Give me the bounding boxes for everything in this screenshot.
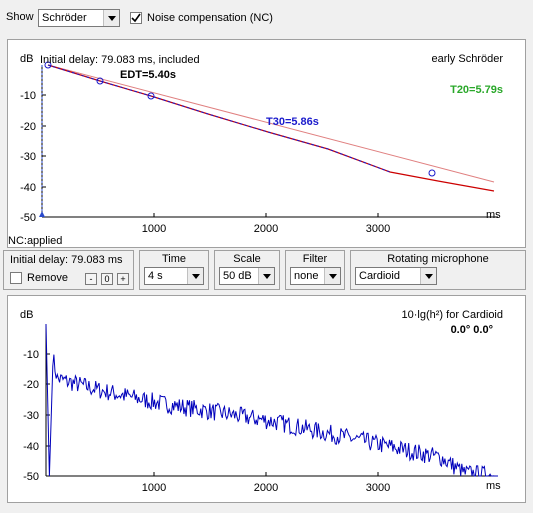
chevron-down-icon [324,268,340,284]
y-tick-40: -40 [23,441,39,453]
x-tick-2000: 2000 [254,223,278,235]
scale-select-value: 50 dB [223,270,252,282]
chevron-down-icon [187,268,203,284]
filter-select-value: none [294,270,319,282]
y-tick-30: -30 [23,410,39,422]
schroeder-chart-panel: dB ms -10 -20 -30 -40 -50 1000 2000 3000… [7,39,526,248]
decay-curve-blue [47,64,391,173]
impulse-response-panel: dB ms -10 -20 -30 -40 -50 1000 2000 3000… [7,295,526,503]
y-tick-labels: -10 -20 -30 -40 -50 [23,349,50,483]
y-tick-40: -40 [20,182,36,194]
scale-title: Scale [233,253,261,265]
edt-label: EDT=5.40s [120,69,176,81]
mic-title: Rotating microphone [387,253,489,265]
time-select[interactable]: 4 s [144,267,204,285]
decay-curve-red [47,64,495,192]
y-tick-10: -10 [23,349,39,361]
microphone-select[interactable]: Cardioid [355,267,437,285]
show-select-value: Schröder [42,12,87,24]
scale-select[interactable]: 50 dB [219,267,275,285]
marker-start [44,61,52,69]
y-tick-50: -50 [23,471,39,483]
chevron-down-icon [103,10,119,26]
microphone-select-value: Cardioid [359,270,400,282]
time-title: Time [161,253,187,265]
y-tick-labels: -10 -20 -30 -40 -50 [20,90,46,224]
chevron-down-icon [258,268,274,284]
t20-label: T20=5.79s [450,84,503,96]
time-select-value: 4 s [148,270,163,282]
increment-button[interactable]: + [117,273,129,285]
decrement-button[interactable]: - [85,273,97,285]
y-tick-10: -10 [20,90,36,102]
regression-line [47,64,495,183]
angle-readout: 0.0° 0.0° [451,324,493,336]
time-group: Time 4 s [139,250,209,290]
initial-delay-text: Initial delay: 79.083 ms, included [40,54,200,66]
x-tick-3000: 3000 [366,223,390,235]
initial-delay-control-label: Initial delay: 79.083 ms [10,254,123,266]
x-axis-unit: ms [486,209,501,221]
filter-select[interactable]: none [290,267,341,285]
checkmark-icon [131,13,141,23]
nc-status: NC:applied [8,235,62,247]
remove-checkbox[interactable] [10,272,22,284]
marker-t30-end [428,169,436,177]
x-tick-3000: 3000 [366,482,390,494]
chart-title: 10·lg(h²) for Cardioid [402,309,503,321]
y-tick-30: -30 [20,151,36,163]
filter-group: Filter none [285,250,345,290]
y-axis-label: dB [20,309,33,321]
filter-title: Filter [302,253,328,265]
scale-group: Scale 50 dB [214,250,280,290]
initial-delay-group: Initial delay: 79.083 ms Remove - 0 + [3,250,134,290]
x-tick-1000: 1000 [142,223,166,235]
noise-compensation-checkbox[interactable] [130,12,142,24]
x-axis-unit: ms [486,480,501,492]
y-tick-20: -20 [20,121,36,133]
show-label: Show [6,11,34,23]
x-tick-2000: 2000 [254,482,278,494]
marker-10db [147,92,155,100]
t30-label: T30=5.86s [266,116,319,128]
chevron-down-icon [420,268,436,284]
remove-label: Remove [27,272,68,284]
mode-text: early Schröder [431,53,503,65]
impulse-response-chart: dB ms -10 -20 -30 -40 -50 1000 2000 3000… [20,309,503,494]
initial-delay-arrow-icon [39,211,45,217]
x-tick-1000: 1000 [142,482,166,494]
schroeder-chart: dB ms -10 -20 -30 -40 -50 1000 2000 3000… [8,53,503,247]
rotating-microphone-group: Rotating microphone Cardioid [350,250,526,290]
show-select[interactable]: Schröder [38,9,120,27]
impulse-response-curve [45,323,498,477]
y-tick-20: -20 [23,379,39,391]
zero-button[interactable]: 0 [101,273,113,285]
x-tick-labels: 1000 2000 3000 [142,472,390,494]
noise-compensation-label: Noise compensation (NC) [147,12,273,24]
y-tick-50: -50 [20,212,36,224]
y-axis-label: dB [20,53,33,65]
toolbar: Show Schröder Noise compensation (NC) [0,0,533,36]
x-tick-labels: 1000 2000 3000 [142,213,390,235]
marker-edt-end [96,77,104,85]
